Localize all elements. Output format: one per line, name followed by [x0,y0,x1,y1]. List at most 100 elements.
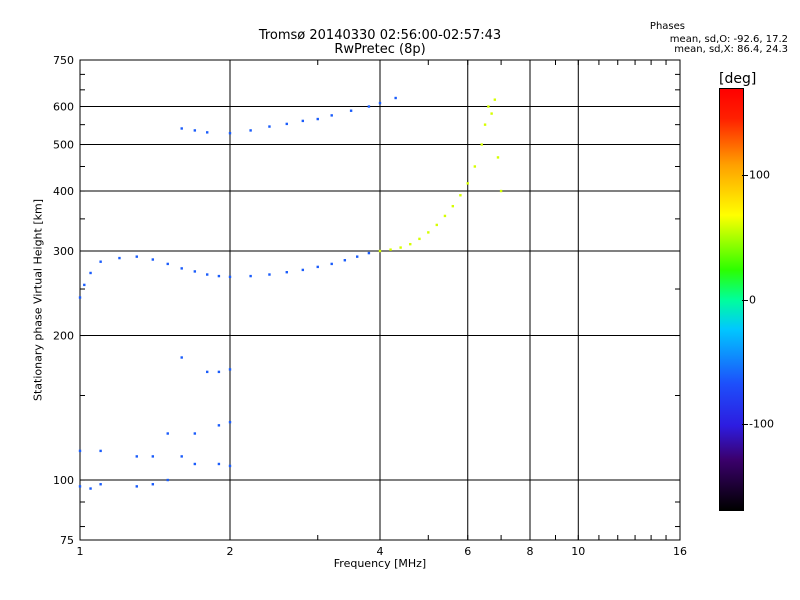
x-mode-point [493,98,497,101]
o-mode-point [89,271,92,275]
o-mode-point [193,129,197,132]
o-mode-point [99,260,102,263]
o-mode-point [205,370,209,374]
o-mode-point [349,109,353,112]
x-mode-point [490,112,493,115]
o-mode-point [180,127,183,130]
o-mode-point [180,455,183,458]
o-mode-point [135,255,138,258]
x-mode-point [480,143,483,146]
o-mode-point [217,424,221,427]
o-mode-point [151,483,155,486]
o-mode-point [166,432,169,435]
phases-x-stats: mean, sd,X: 86.4, 24.3 [674,44,788,55]
o-mode-point [217,462,221,466]
colorbar-tick-label: 0 [749,293,756,306]
x-mode-point [427,231,430,234]
o-mode-point [330,114,333,117]
x-tick-label: 10 [571,545,585,558]
o-mode-point [301,119,305,123]
o-mode-point [78,485,82,488]
x-tick-label: 1 [77,545,84,558]
o-mode-point [355,255,359,258]
x-mode-point [499,189,503,193]
o-mode-point [285,122,288,126]
o-mode-point [193,270,197,273]
colorbar-tick [742,175,748,177]
colorbar-tick [742,423,748,425]
o-mode-point [180,267,183,270]
o-mode-point [205,273,209,276]
colorbar-unit: [deg] [719,71,757,87]
o-mode-point [78,449,82,453]
o-mode-point [228,464,232,468]
title-line-2: RwPretec (8p) [334,42,426,57]
o-mode-point [166,478,169,482]
o-mode-point [193,432,197,435]
phase-colorbar [719,88,744,511]
o-mode-point [166,262,169,266]
x-mode-point [483,123,487,126]
o-mode-point [228,368,232,371]
o-mode-point [99,449,102,453]
y-tick-label: 750 [53,54,74,67]
o-mode-point [135,455,138,458]
o-mode-point [217,274,221,278]
o-mode-point [316,265,319,269]
o-mode-point [316,117,319,121]
o-mode-point [367,251,371,255]
o-mode-point [285,271,288,274]
y-tick-label: 300 [53,245,74,258]
o-mode-point [151,258,155,261]
colorbar-tick-label: -100 [749,417,774,431]
x-tick-label: 6 [464,545,471,558]
y-tick-label: 100 [53,474,74,487]
o-mode-point [151,455,155,458]
y-tick-label: 200 [53,330,74,343]
o-mode-point [228,131,232,135]
x-mode-point [487,105,490,108]
o-mode-point [217,370,221,374]
phases-o-stats: mean, sd,O: -92.6, 17.2 [669,34,788,45]
o-mode-point [180,356,183,359]
o-mode-point [268,125,271,128]
o-mode-point [193,462,197,466]
o-mode-point [228,420,232,424]
x-mode-point [435,223,438,227]
x-tick-label: 8 [527,545,534,558]
o-mode-point [367,105,371,108]
o-mode-point [83,283,86,287]
x-mode-point [496,156,500,159]
o-mode-point [394,96,397,100]
y-tick-label: 400 [53,185,74,198]
o-mode-point [205,131,209,134]
x-mode-point [466,182,469,185]
x-mode-point [409,242,412,246]
o-mode-point [330,262,333,266]
x-mode-point [443,214,447,218]
y-tick-label: 600 [53,101,74,114]
y-tick-label: 500 [53,139,74,152]
x-mode-point [451,204,455,208]
x-mode-point [389,248,392,251]
o-mode-point [78,296,82,299]
x-mode-point [473,165,477,168]
x-mode-point [459,194,462,197]
o-mode-point [249,129,252,132]
o-mode-point [268,273,271,276]
o-mode-point [89,487,92,490]
o-mode-point [228,275,232,279]
x-tick-label: 16 [673,545,687,558]
o-mode-point [378,101,382,105]
x-mode-point [378,249,382,253]
o-mode-point [99,483,102,486]
x-tick-label: 2 [227,545,234,558]
o-mode-point [118,256,121,260]
o-mode-point [249,274,252,278]
colorbar-tick-label: 100 [749,168,770,182]
x-mode-point [418,237,421,241]
y-tick-label: 75 [60,534,74,547]
phases-title: Phases [649,21,685,32]
y-axis-label: Stationary phase Virtual Height [km] [31,198,45,402]
